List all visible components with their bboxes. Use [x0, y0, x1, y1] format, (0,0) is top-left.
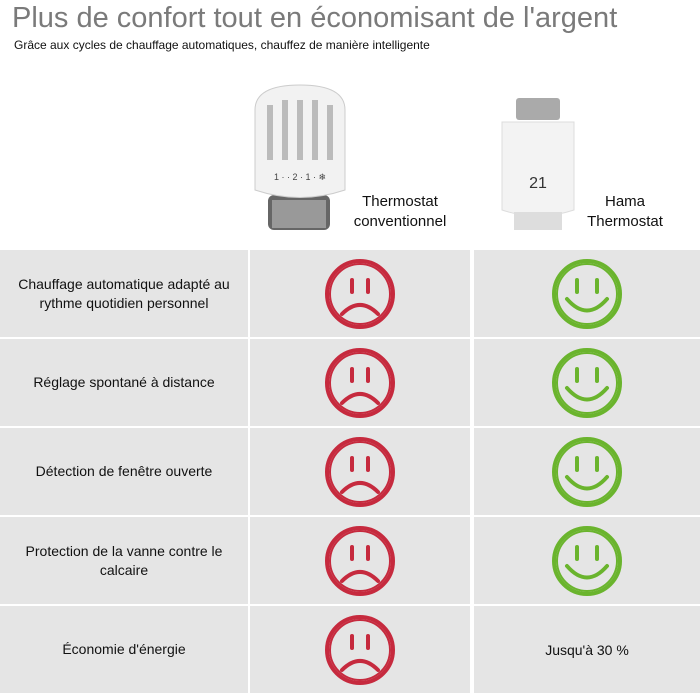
hama-cell	[474, 517, 700, 604]
happy-face	[552, 525, 622, 596]
subtitle: Grâce aux cycles de chauffage automatiqu…	[14, 38, 430, 52]
hama-cell	[474, 428, 700, 515]
feature-label: Chauffage automatique adapté au rythme q…	[0, 250, 248, 337]
sad-face	[325, 525, 395, 596]
product-label: Hama Thermostat	[587, 193, 663, 230]
sad-face	[325, 347, 395, 418]
table-row: Protection de la vanne contre le calcair…	[0, 517, 700, 604]
comparison-table: Chauffage automatique adapté au rythme q…	[0, 250, 700, 695]
happy-face	[552, 436, 622, 507]
hama-cell: Jusqu'à 30 %	[474, 606, 700, 693]
feature-label: Détection de fenêtre ouverte	[0, 428, 248, 515]
conventional-cell	[250, 606, 470, 693]
hama-thermostat: 21	[501, 98, 575, 230]
title: Plus de confort tout en économisant de l…	[12, 2, 618, 34]
table-row: Chauffage automatique adapté au rythme q…	[0, 250, 700, 337]
feature-label: Protection de la vanne contre le calcair…	[0, 517, 248, 604]
conventional-cell	[250, 517, 470, 604]
sad-face	[325, 436, 395, 507]
hama-value: Jusqu'à 30 %	[545, 641, 629, 658]
product-images: 1 · · 2 · 1 · ❄ 21	[254, 84, 575, 230]
table-row: Détection de fenêtre ouverte	[0, 428, 700, 515]
sad-face	[325, 614, 395, 685]
svg-text:1 · · 2 · 1 · ❄: 1 · · 2 · 1 · ❄	[274, 172, 326, 182]
table-row: Réglage spontané à distance	[0, 339, 700, 426]
conventional-cell	[250, 339, 470, 426]
conventional-thermostat: 1 · · 2 · 1 · ❄	[254, 84, 346, 230]
svg-text:21: 21	[529, 175, 547, 192]
conventional-cell	[250, 250, 470, 337]
feature-label: Économie d'énergie	[0, 606, 248, 693]
hama-cell	[474, 339, 700, 426]
conventional-cell	[250, 428, 470, 515]
feature-label: Réglage spontané à distance	[0, 339, 248, 426]
sad-face	[325, 258, 395, 329]
product-label: Thermostat conventionnel	[353, 193, 447, 230]
hama-cell	[474, 250, 700, 337]
table-row: Économie d'énergie Jusqu'à 30 %	[0, 606, 700, 693]
happy-face	[552, 258, 622, 329]
happy-face	[552, 347, 622, 418]
